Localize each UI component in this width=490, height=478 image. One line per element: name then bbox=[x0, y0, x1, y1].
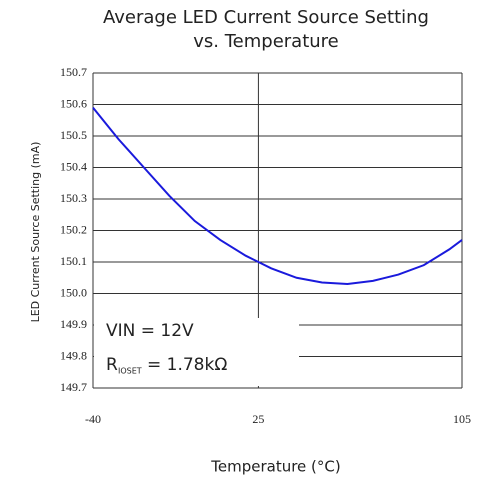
annotation: VIN = 12V bbox=[106, 321, 194, 341]
y-tick-label: 150.7 bbox=[60, 65, 87, 79]
annotation: R bbox=[106, 355, 118, 375]
annotation: = 1.78kΩ bbox=[147, 355, 227, 375]
y-tick-label: 149.8 bbox=[60, 348, 87, 362]
x-tick-label: -40 bbox=[85, 412, 101, 426]
x-tick-label: 105 bbox=[453, 412, 471, 426]
annotation-box bbox=[94, 318, 299, 386]
chart-title: vs. Temperature bbox=[193, 31, 339, 52]
y-tick-label: 150.3 bbox=[60, 191, 87, 205]
y-tick-label: 150.6 bbox=[60, 96, 87, 110]
y-tick-label: 150.2 bbox=[60, 222, 87, 236]
annotation: IOSET bbox=[118, 367, 142, 376]
data-line bbox=[92, 107, 463, 286]
y-tick-label: 149.9 bbox=[60, 317, 87, 331]
y-tick-label: 150.4 bbox=[60, 159, 87, 173]
x-tick-label: 25 bbox=[252, 412, 264, 426]
y-axis-label: LED Current Source Setting (mA) bbox=[29, 142, 42, 323]
y-tick-label: 149.7 bbox=[60, 380, 87, 394]
y-tick-label: 150.1 bbox=[60, 254, 87, 268]
y-tick-label: 150.5 bbox=[60, 128, 87, 142]
x-axis-label: Temperature (°C) bbox=[210, 458, 340, 476]
y-tick-label: 150.0 bbox=[60, 285, 87, 299]
chart-title: Average LED Current Source Setting bbox=[103, 7, 429, 28]
